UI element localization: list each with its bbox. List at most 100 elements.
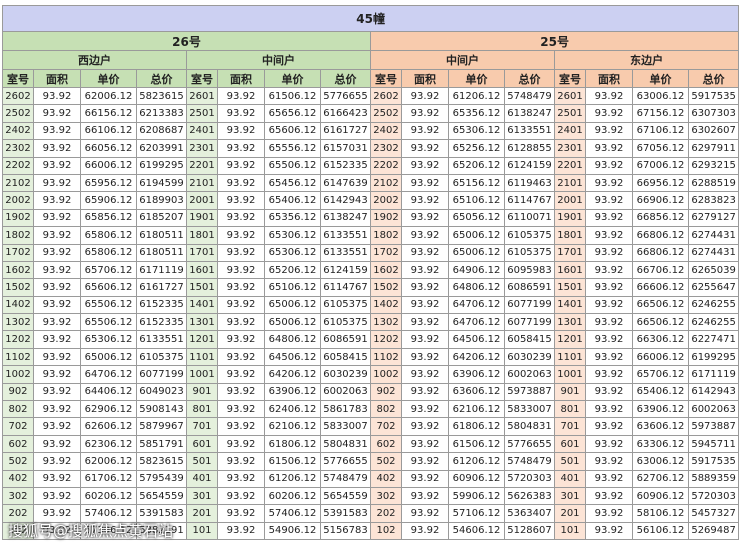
cell: 6095983 [504, 260, 555, 280]
cell: 61206.12 [448, 86, 505, 106]
cell: 6133551 [504, 121, 555, 141]
room-number: 601 [554, 434, 586, 454]
cell: 93.92 [401, 347, 449, 367]
cell: 64206.12 [264, 365, 321, 384]
cell: 5795439 [136, 469, 187, 488]
cell: 6171119 [687, 365, 740, 384]
cell: 65806.12 [80, 226, 137, 245]
room-number: 701 [186, 417, 218, 436]
room-number: 802 [2, 400, 34, 419]
column-header: 总价 [687, 69, 740, 88]
room-number: 1802 [370, 226, 402, 245]
cell: 65406.12 [632, 382, 689, 402]
cell: 93.92 [217, 434, 265, 454]
cell: 93.92 [401, 434, 449, 454]
room-number: 101 [554, 521, 586, 541]
column-header: 单价 [448, 69, 505, 88]
cell: 6199295 [136, 156, 187, 175]
room-number: 1101 [186, 347, 218, 367]
cell: 6255647 [687, 278, 740, 297]
cell: 93.92 [33, 191, 81, 210]
row-row: 2102 93.92 65956.12 6194599 2101 93.92 65456.1… [2, 173, 740, 193]
cell: 93.92 [401, 504, 449, 523]
cell: 62406.12 [264, 400, 321, 419]
room-number: 1902 [370, 208, 402, 228]
cell: 93.92 [33, 434, 81, 454]
cell: 67006.12 [632, 156, 689, 175]
cell: 93.92 [33, 156, 81, 175]
cell: 64506.12 [264, 347, 321, 367]
cell: 93.92 [585, 243, 633, 262]
cell: 62906.12 [80, 400, 137, 419]
room-number: 1601 [186, 260, 218, 280]
room-number: 2301 [186, 139, 218, 158]
cell: 93.92 [401, 400, 449, 419]
cell: 6307303 [687, 104, 740, 123]
cell: 93.92 [217, 382, 265, 402]
row-row: 1002 93.92 64706.12 6077199 1001 93.92 64206.1… [2, 365, 740, 384]
room-number: 2101 [186, 173, 218, 193]
cell: 65206.12 [448, 156, 505, 175]
cell: 93.92 [401, 417, 449, 436]
cell: 6152335 [136, 295, 187, 315]
cell: 93.92 [33, 121, 81, 141]
cell: 61206.12 [264, 469, 321, 488]
cell: 93.92 [401, 208, 449, 228]
cell: 6246255 [687, 313, 740, 332]
column-header: 单价 [632, 69, 689, 88]
cell: 6288519 [687, 173, 740, 193]
cell: 6114767 [320, 278, 371, 297]
room-number: 1102 [2, 347, 34, 367]
cell: 5776655 [320, 452, 371, 471]
cell: 5945711 [687, 434, 740, 454]
room-number: 2602 [370, 86, 402, 106]
cell: 6180511 [136, 243, 187, 262]
cell: 6077199 [504, 313, 555, 332]
cell: 66706.12 [632, 260, 689, 280]
cell: 64506.12 [448, 330, 505, 349]
cell: 66806.12 [632, 243, 689, 262]
cell: 61206.12 [448, 452, 505, 471]
cell: 6138247 [320, 208, 371, 228]
cell: 93.92 [217, 295, 265, 315]
room-number: 901 [554, 382, 586, 402]
cell: 6133551 [320, 243, 371, 262]
cell: 66806.12 [632, 226, 689, 245]
cell: 6213383 [136, 104, 187, 123]
cell: 65156.12 [448, 173, 505, 193]
cell: 63606.12 [448, 382, 505, 402]
cell: 93.92 [585, 452, 633, 471]
row-row: 302 93.92 60206.12 5654559 301 93.92 60206.12 5… [2, 486, 740, 506]
room-number: 2202 [370, 156, 402, 175]
room-number: 1201 [554, 330, 586, 349]
cell: 5748479 [320, 469, 371, 488]
cell: 6030239 [320, 365, 371, 384]
group-name: 东边户 [553, 50, 740, 70]
cell: 6124159 [504, 156, 555, 175]
watermark: 搜狐号@搜狐焦点黄石站 [8, 522, 174, 540]
cell: 67056.12 [632, 139, 689, 158]
cell: 6030239 [504, 347, 555, 367]
cell: 93.92 [217, 365, 265, 384]
room-number: 502 [2, 452, 34, 471]
cell: 6279127 [687, 208, 740, 228]
cell: 5128607 [504, 521, 555, 541]
cell: 65356.12 [448, 104, 505, 123]
room-number: 2102 [2, 173, 34, 193]
cell: 93.92 [33, 226, 81, 245]
cell: 5654559 [136, 486, 187, 506]
room-number: 702 [2, 417, 34, 436]
room-number: 1301 [554, 313, 586, 332]
cell: 93.92 [217, 86, 265, 106]
room-number: 1002 [2, 365, 34, 384]
room-number: 502 [370, 452, 402, 471]
cell: 65506.12 [80, 295, 137, 315]
room-number: 501 [554, 452, 586, 471]
cell: 93.92 [33, 400, 81, 419]
cell: 63606.12 [632, 417, 689, 436]
cell: 60906.12 [632, 486, 689, 506]
table-title: 45幢 [1, 5, 740, 32]
cell: 65656.12 [264, 104, 321, 123]
cell: 6105375 [504, 226, 555, 245]
room-number: 1202 [2, 330, 34, 349]
